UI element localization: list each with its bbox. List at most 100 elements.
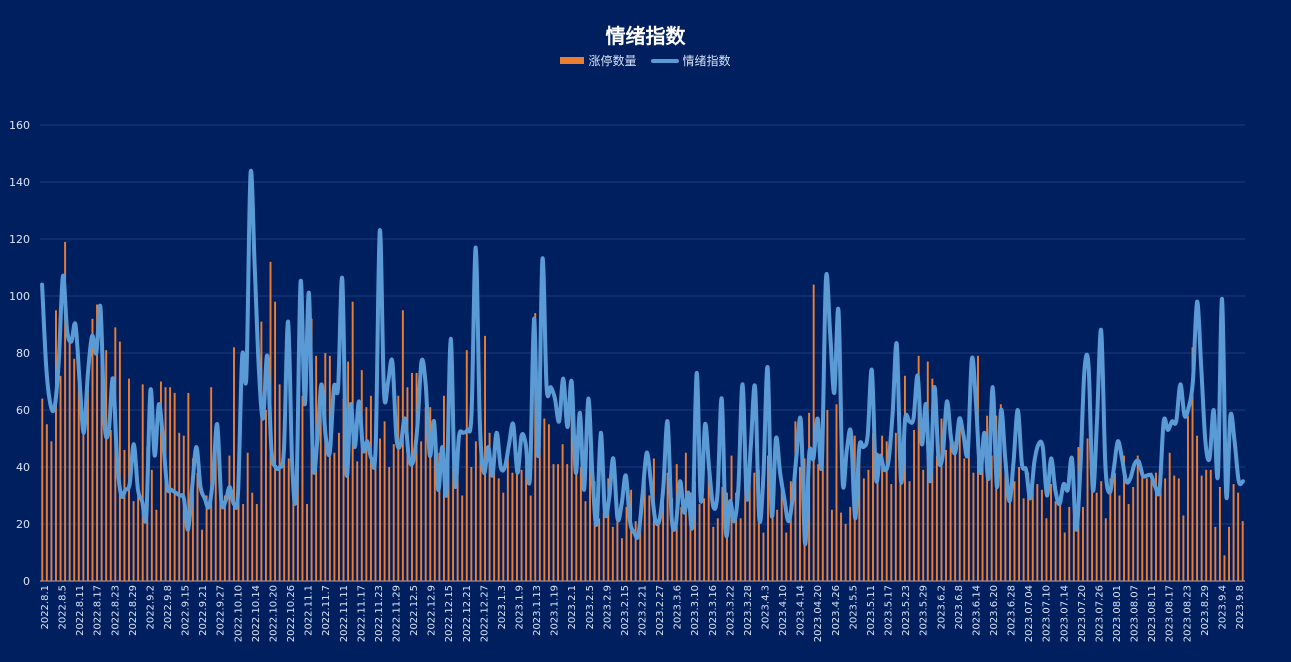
bar [949,438,952,581]
bar [497,478,500,581]
bar [872,432,874,581]
bar [826,410,829,581]
x-tick-label: 2022.11.11 [339,585,350,642]
bar [876,452,879,581]
bar [698,504,701,581]
bar [388,467,391,581]
bar [680,506,683,581]
x-tick-label: 2022.8.1 [40,585,51,630]
bar [958,424,961,581]
bar [150,469,153,581]
x-tick-label: 2023.4.3 [761,585,772,630]
bar [561,444,564,581]
x-tick-label: 2023.08.07 [1130,585,1141,642]
bar [1050,484,1052,581]
bar [420,441,423,581]
bar [621,538,623,581]
x-tick-label: 2023.6.28 [1007,585,1018,636]
x-tick-label: 2023.07.20 [1077,585,1088,642]
x-tick-label: 2022.11.17 [356,585,367,642]
bar [274,301,277,581]
bar [338,432,340,581]
x-tick-label: 2023.1.13 [532,585,543,636]
bar [465,350,468,581]
bar [1196,435,1199,581]
bar [333,452,336,581]
bar [255,504,258,581]
bar [534,313,537,581]
bar [470,467,473,581]
x-tick-label: 2022.8.23 [110,585,121,636]
line-series [40,168,1245,546]
bar [538,441,541,581]
y-tick-label: 60 [16,404,30,417]
bar [1164,478,1167,581]
x-tick-label: 2023.4.10 [778,585,789,636]
x-tick-label: 2023.07.14 [1059,585,1070,642]
bar [1127,504,1130,581]
bar [196,472,199,581]
bar [525,461,528,581]
bar [520,469,523,581]
bar [1004,472,1007,581]
bar [1109,478,1112,581]
bar [82,427,85,581]
bar [356,461,359,581]
bar [45,424,48,581]
x-tick-label: 2023.2.27 [655,585,666,636]
bar [616,504,619,581]
bar [1040,489,1043,581]
x-tick-label: 2023.2.5 [585,585,596,630]
bar [744,478,747,581]
bar [694,481,696,581]
bar [260,321,263,581]
x-tick-label: 2022.8.5 [58,585,69,630]
x-tick-label: 2023.3.6 [673,585,684,630]
bar [55,310,57,581]
bar [1141,469,1144,581]
x-tick-label: 2022.10.20 [268,585,279,642]
x-tick-label: 2023.9.8 [1235,585,1246,630]
x-tick-label: 2023.1.3 [497,585,508,630]
x-tick-label: 2022.12.9 [427,585,438,636]
legend-bar-swatch [560,57,585,64]
bar [91,318,94,581]
x-tick-label: 2022.12.5 [409,585,420,636]
bar [671,498,674,581]
bar [1113,472,1116,581]
bar [799,467,801,581]
bar [324,353,327,581]
x-tick-label: 2022.10.14 [251,585,262,642]
x-tick-label: 2022.12.27 [479,585,490,642]
x-tick-label: 2023.07.26 [1094,585,1105,642]
bar [369,395,372,581]
bar [593,481,596,581]
x-tick-label: 2023.5.29 [919,585,930,636]
legend-item-line: 情绪指数 [650,52,731,69]
bar [1086,438,1089,581]
bar [287,458,290,581]
bar [1209,469,1212,581]
bar [584,501,587,581]
bar [707,449,710,581]
bar [529,495,532,581]
x-tick-label: 2023.2.9 [602,585,613,630]
bar [1186,415,1189,581]
bar [662,489,664,581]
bar [452,467,455,581]
bar [881,435,884,581]
bar [1013,481,1016,581]
bar [657,524,660,581]
bar [999,404,1002,581]
bar [598,518,601,581]
bar [995,415,998,581]
bar [160,381,162,581]
bar [835,404,838,581]
bar [438,452,441,581]
bar [1031,481,1034,581]
bar [109,429,112,581]
bar [963,458,966,581]
bar [990,455,993,581]
bar [1182,515,1185,581]
bar [1173,475,1176,581]
